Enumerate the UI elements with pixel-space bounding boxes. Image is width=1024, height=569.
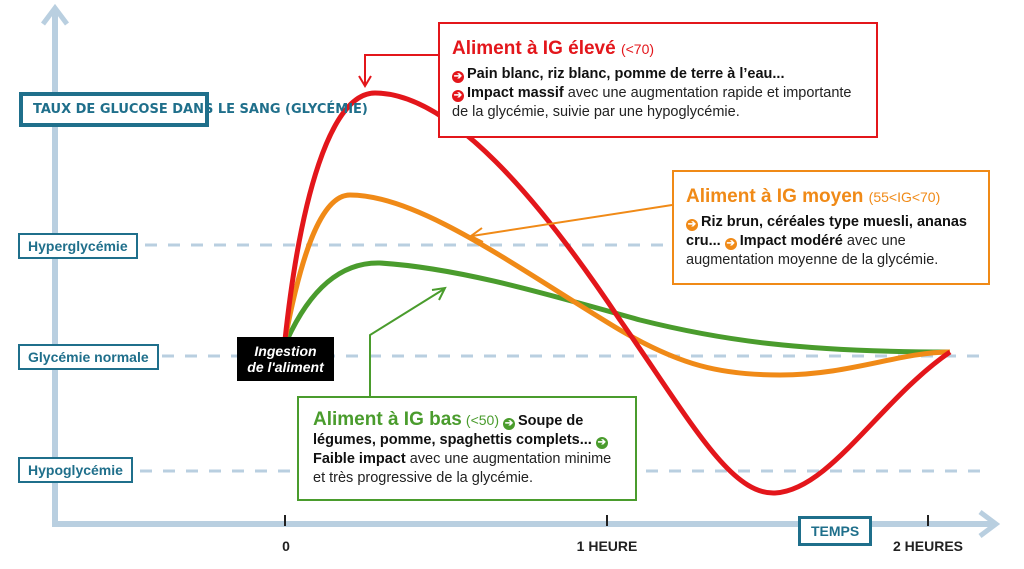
medium-range: (55<IG<70) (868, 189, 941, 205)
high-impact-bold: Impact massif (467, 85, 564, 101)
arrow-circle-right-icon: ➔ (452, 71, 464, 83)
ingestion-line1: Ingestion (254, 343, 317, 359)
tick-label-1h: 1 HEURE (576, 538, 638, 554)
high-foods: Pain blanc, riz blanc, pomme de terre à … (467, 66, 785, 82)
medium-gi-curve (282, 192, 951, 378)
level-hyperglycemia: Hyperglycémie (18, 233, 138, 259)
y-axis (41, 3, 69, 525)
tick-label-0: 0 (282, 538, 290, 554)
level-normal: Glycémie normale (18, 344, 159, 370)
low-title: Aliment à IG bas (313, 409, 462, 430)
low-foods: Soupe de légumes, pomme, spaghettis comp… (313, 413, 592, 448)
low-gi-curve (284, 260, 951, 355)
arrow-circle-right-icon: ➔ (452, 90, 464, 102)
high-pointer (358, 54, 438, 88)
ingestion-label: Ingestion de l'aliment (237, 337, 334, 381)
high-gi-box: Aliment à IG élevé (<70) ➔ Pain blanc, ri… (438, 22, 878, 138)
medium-gi-box: Aliment à IG moyen (55<IG<70) ➔ Riz brun,… (672, 170, 990, 285)
low-impact-text: avec une augmentation minime et très pro… (313, 451, 612, 486)
low-impact-bold: Faible impact (313, 451, 406, 467)
arrow-circle-right-icon: ➔ (503, 418, 516, 430)
medium-pointer (469, 204, 673, 243)
low-pointer (369, 286, 447, 396)
high-impact-text: avec une augmentation rapide et importan… (452, 85, 852, 120)
arrow-circle-right-icon: ➔ (724, 238, 737, 250)
medium-impact-bold: Impact modéré (739, 233, 843, 249)
medium-foods: Riz brun, céréales type muesli, ananas c… (686, 214, 967, 249)
arrow-circle-right-icon: ➔ (595, 437, 608, 449)
y-axis-title: TAUX DE GLUCOSE DANS LE SANG (GLYCÉMIE) (19, 92, 368, 127)
medium-title: Aliment à IG moyen (686, 186, 864, 207)
medium-impact-text: avec une augmentation moyenne de la glyc… (686, 233, 939, 268)
tick-label-2h: 2 HEURES (892, 538, 964, 554)
low-gi-box: Aliment à IG bas (<50) ➔ Soupe de légumes… (297, 396, 637, 501)
high-range: (<70) (620, 41, 655, 57)
low-range: (<50) (465, 412, 499, 428)
high-title: Aliment à IG élevé (452, 38, 616, 59)
high-gi-curve (282, 90, 952, 496)
level-hypoglycemia: Hypoglycémie (18, 457, 133, 483)
arrow-circle-right-icon: ➔ (686, 219, 698, 231)
x-axis-title: TEMPS (798, 516, 873, 546)
ingestion-line2: de l'aliment (247, 359, 324, 375)
